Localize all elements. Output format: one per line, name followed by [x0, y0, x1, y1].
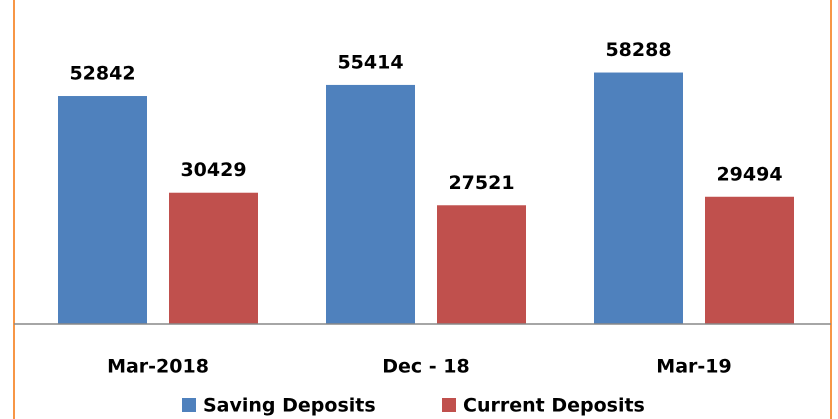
bar: [326, 84, 415, 325]
bar: [705, 196, 794, 324]
x-tick-label: Mar-19: [656, 356, 731, 378]
bar: [437, 205, 526, 324]
bar: [58, 96, 147, 325]
legend-label: Current Deposits: [463, 395, 645, 417]
x-tick-label: Dec - 18: [382, 356, 469, 378]
value-label: 55414: [337, 51, 403, 73]
value-label: 52842: [69, 63, 135, 85]
value-label: 29494: [716, 163, 782, 185]
bar: [594, 72, 683, 324]
legend-swatch: [442, 398, 456, 412]
legend-label: Saving Deposits: [203, 395, 376, 417]
value-label: 58288: [605, 39, 671, 61]
value-label: 30429: [180, 159, 246, 181]
legend-swatch: [182, 398, 196, 412]
value-label: 27521: [448, 172, 514, 194]
x-tick-label: Mar-2018: [107, 356, 209, 378]
bar: [169, 192, 258, 324]
